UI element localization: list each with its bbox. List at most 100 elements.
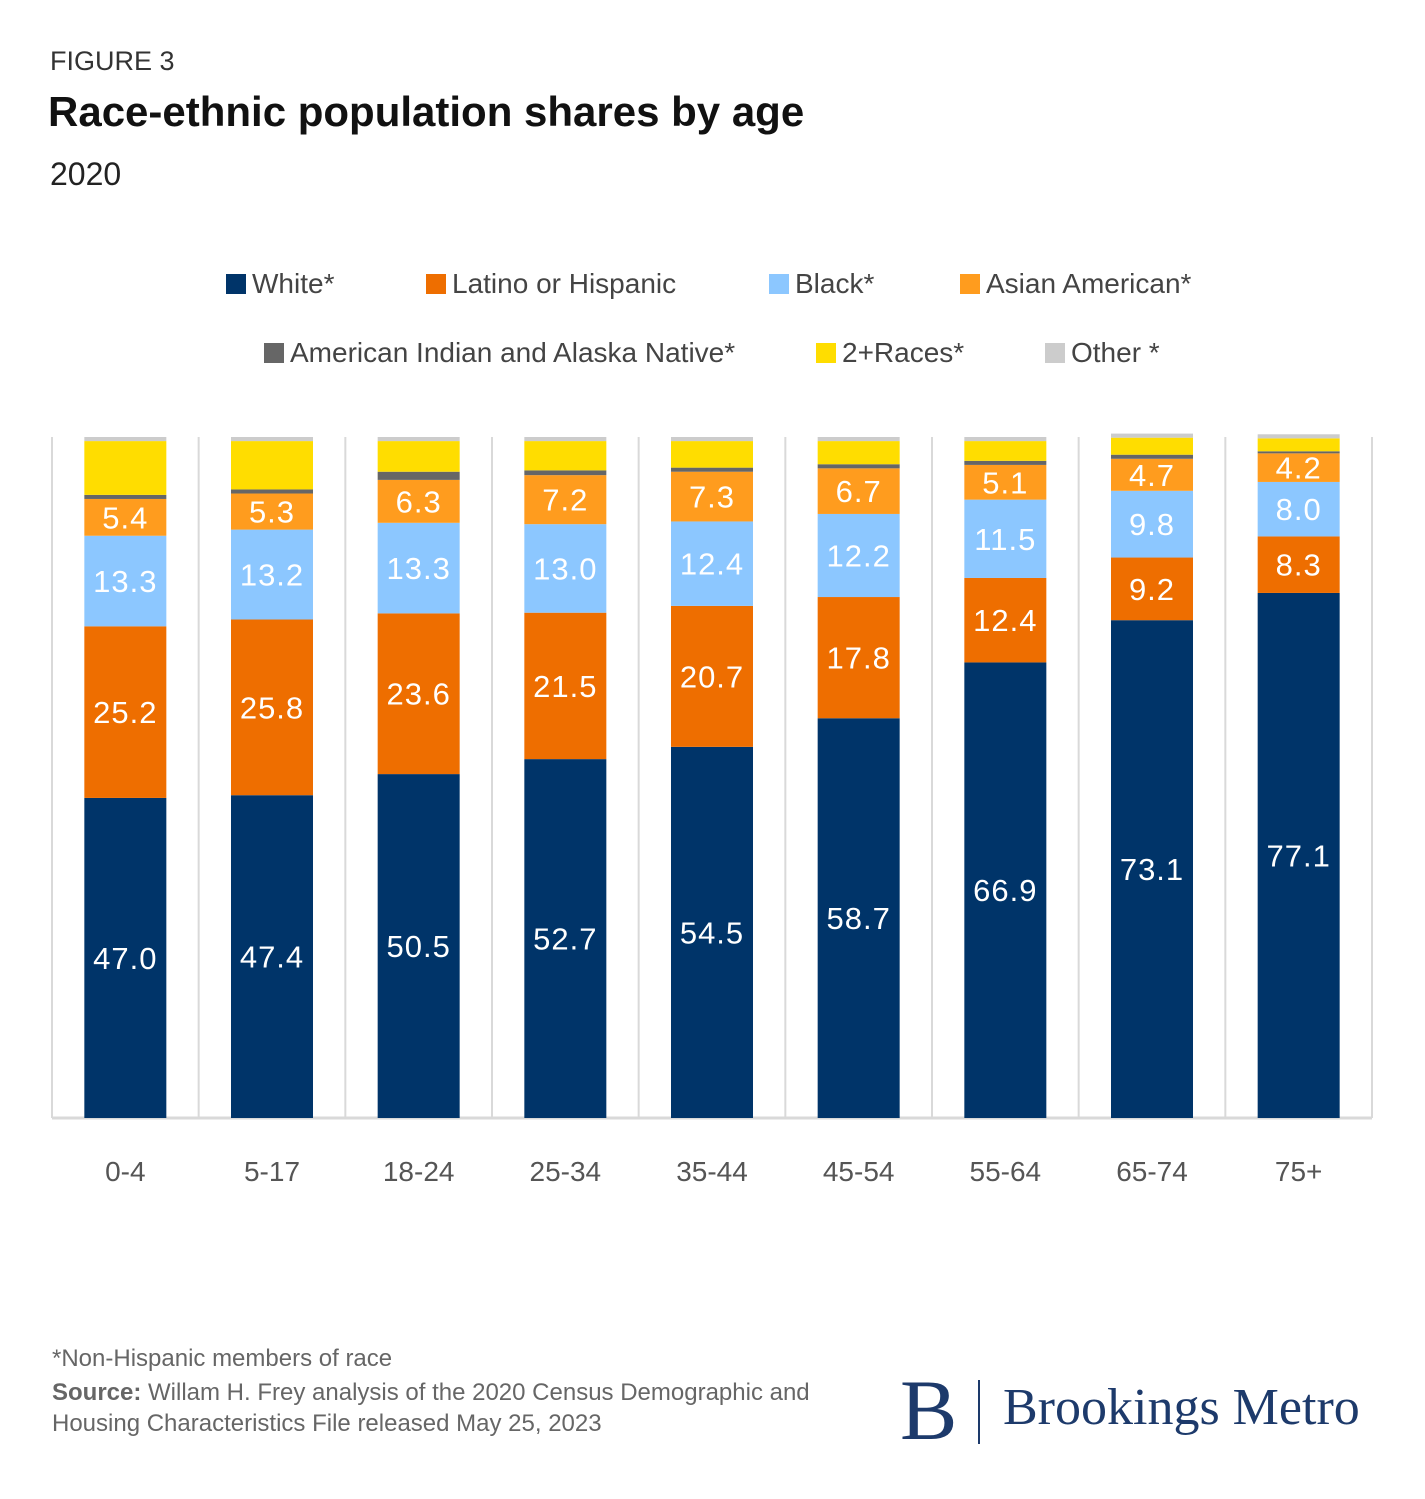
data-label: 9.8: [1129, 507, 1175, 542]
data-label: 8.3: [1276, 548, 1322, 583]
bar-segment: [964, 464, 1047, 500]
legend-swatch: [426, 274, 446, 294]
bar-segment: [817, 718, 900, 1118]
legend-label: Other *: [1071, 337, 1160, 368]
data-label: 13.3: [93, 564, 157, 599]
data-label: 8.0: [1276, 492, 1322, 527]
data-label: 77.1: [1266, 838, 1330, 873]
bar-segment: [1111, 437, 1193, 455]
data-label: 73.1: [1120, 852, 1184, 887]
bar-segment: [524, 441, 607, 471]
source-label: Source:: [52, 1379, 142, 1406]
x-tick-label: 0-4: [105, 1156, 145, 1187]
legend-swatch: [816, 343, 836, 363]
chart-subtitle: 2020: [50, 156, 122, 192]
bar-segment: [671, 441, 753, 468]
bar-segment: [231, 619, 313, 796]
data-label: 11.5: [974, 522, 1036, 557]
source-note: Source: Willam H. Frey analysis of the 2…: [52, 1377, 852, 1439]
bar-segment: [84, 437, 167, 442]
bar-segment: [817, 597, 900, 719]
legend-item: American Indian and Alaska Native*: [264, 337, 735, 369]
bar-segment: [1111, 557, 1193, 621]
bar-segment: [231, 489, 313, 494]
bar-segment: [377, 613, 460, 775]
bar-segment: [524, 470, 607, 476]
data-label: 17.8: [826, 641, 890, 676]
data-label: 52.7: [533, 922, 597, 957]
bar-segment: [671, 746, 753, 1118]
bar-segment: [231, 437, 313, 442]
bar-segment: [671, 471, 753, 522]
bar-segment: [964, 499, 1047, 578]
bar-segment: [231, 795, 313, 1118]
bar-segment: [84, 626, 167, 798]
bar-segment: [817, 441, 900, 465]
data-label: 4.2: [1276, 451, 1322, 486]
data-label: 25.8: [240, 690, 304, 725]
brookings-logo-mark: B: [900, 1362, 958, 1458]
bar-segment: [1257, 453, 1340, 482]
x-tick-label: 45-54: [823, 1156, 895, 1187]
x-tick-label: 25-34: [530, 1156, 602, 1187]
legend-swatch: [769, 274, 789, 294]
data-label: 7.2: [542, 483, 588, 518]
data-label: 13.2: [240, 558, 304, 593]
bar-segment: [524, 759, 607, 1118]
source-text: Willam H. Frey analysis of the 2020 Cens…: [52, 1379, 810, 1437]
bar-segment: [524, 475, 607, 525]
bar-segment: [1111, 490, 1193, 558]
brookings-logo-text: Brookings Metro: [1003, 1379, 1360, 1436]
bar-segment: [231, 441, 313, 490]
footnote: *Non-Hispanic members of race: [52, 1345, 393, 1372]
legend-label: American Indian and Alaska Native*: [290, 337, 736, 368]
bar-segment: [964, 437, 1047, 442]
bar-segment: [671, 467, 753, 472]
x-tick-label: 18-24: [383, 1156, 455, 1187]
data-label: 9.2: [1129, 572, 1175, 607]
bar-segment: [231, 493, 313, 530]
legend-label: Asian American*: [986, 268, 1192, 299]
bar-segment: [817, 437, 900, 442]
data-label: 6.7: [836, 474, 882, 509]
bar-segment: [1111, 433, 1193, 438]
bar-segment: [1257, 451, 1340, 454]
data-label: 47.0: [93, 941, 157, 976]
legend-swatch: [1045, 343, 1065, 363]
bar-segment: [964, 662, 1047, 1118]
bar-segment: [1257, 536, 1340, 593]
legend-item: Black*: [769, 268, 874, 300]
legend-swatch: [264, 343, 284, 363]
logo-divider: [978, 1380, 980, 1444]
data-label: 20.7: [680, 659, 744, 694]
bar-segment: [671, 605, 753, 747]
bar-segment: [84, 498, 167, 536]
bar-segment: [671, 521, 753, 606]
data-label: 13.3: [386, 551, 450, 586]
bar-segment: [964, 441, 1047, 461]
legend-swatch: [960, 274, 980, 294]
data-label: 13.0: [533, 551, 597, 586]
bar-segment: [964, 460, 1047, 465]
bar-segment: [817, 468, 900, 514]
legend-swatch: [226, 274, 246, 294]
legend-label: Black*: [795, 268, 875, 299]
x-tick-label: 75+: [1275, 1156, 1323, 1187]
bar-segment: [817, 464, 900, 469]
bar-segment: [1257, 481, 1340, 537]
bar-segment: [817, 513, 900, 598]
data-label: 23.6: [386, 677, 450, 712]
data-label: 12.4: [680, 547, 744, 582]
data-label: 4.7: [1129, 458, 1175, 493]
x-tick-label: 65-74: [1116, 1156, 1188, 1187]
stacked-bar-chart: 47.0 25.2 13.3 5.4 0-4 47.4 25.8 13.2 5.3 5-17 50.…: [51, 433, 1373, 1187]
data-label: 66.9: [973, 873, 1037, 908]
chart-title: Race-ethnic population shares by age: [48, 88, 805, 135]
data-label: 47.4: [240, 940, 304, 975]
data-label: 25.2: [93, 695, 157, 730]
data-label: 7.3: [689, 480, 735, 515]
bar-segment: [377, 479, 460, 523]
legend-item: White*: [226, 268, 334, 300]
x-tick-label: 5-17: [244, 1156, 300, 1187]
